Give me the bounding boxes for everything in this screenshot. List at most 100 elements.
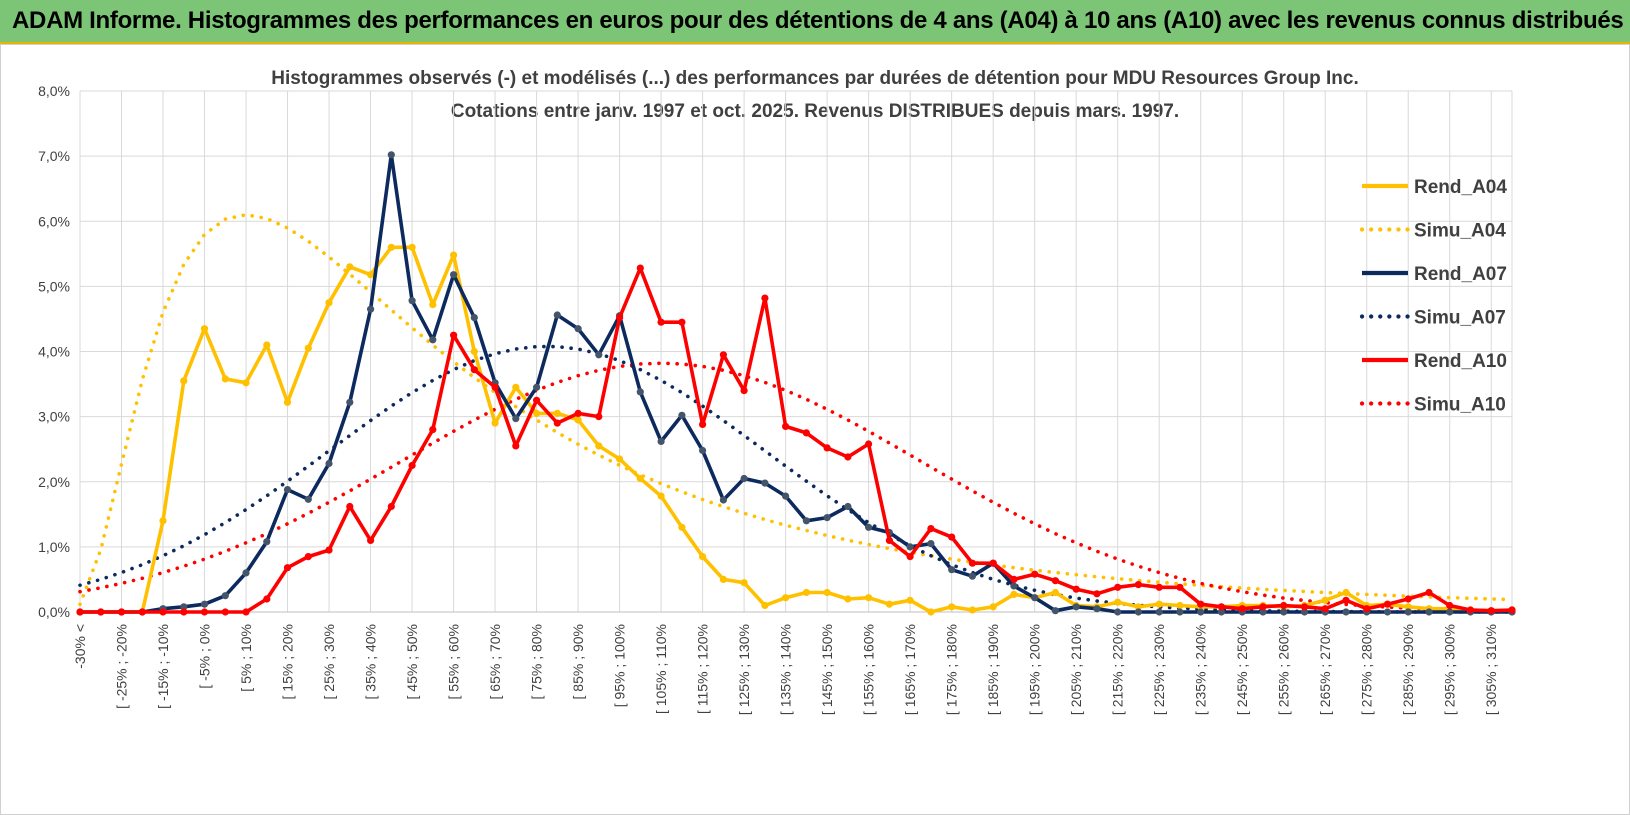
data-point-rend-a10 [1093,590,1101,598]
data-point-rend-a10 [180,608,188,616]
data-point-rend-a10 [1321,605,1329,613]
data-point-rend-a07 [574,325,582,333]
data-point-rend-a10 [699,420,707,428]
y-tick-label: 3,0% [38,409,70,425]
data-point-rend-a07 [304,495,312,503]
data-point-rend-a07 [595,351,603,359]
data-point-rend-a10 [719,351,728,359]
data-point-rend-a10 [1300,603,1309,611]
data-point-rend-a10 [1134,581,1142,589]
data-point-rend-a04 [533,409,541,417]
data-point-rend-a07 [512,415,520,423]
data-point-rend-a04 [1342,588,1350,597]
data-point-rend-a04 [1321,596,1329,604]
x-tick-label: [ 65% ; 70% [487,624,503,700]
data-point-rend-a07 [180,603,188,611]
x-tick-label: [ 245% ; 250% [1234,624,1250,715]
x-tick-label: [ 185% ; 190% [985,624,1001,715]
x-tick-label: [ 305% ; 310% [1483,624,1499,715]
data-point-rend-a07 [719,496,728,504]
data-point-rend-a07 [263,538,271,546]
data-point-rend-a04 [512,383,520,391]
y-tick-label: 6,0% [38,213,70,229]
data-point-rend-a04 [616,455,624,463]
data-point-rend-a04 [678,523,686,531]
data-point-rend-a04 [719,575,728,584]
x-tick-label: [ 115% ; 120% [695,624,711,714]
x-tick-label: [ 265% ; 270% [1317,624,1333,715]
x-tick-label: [ 275% ; 280% [1359,624,1375,715]
data-point-rend-a07 [865,523,873,531]
data-point-rend-a07 [1425,608,1433,616]
data-point-rend-a10 [948,533,956,541]
data-point-rend-a10 [906,553,914,561]
data-point-rend-a10 [1425,588,1433,597]
data-point-rend-a10 [325,546,333,554]
data-point-rend-a07 [1280,608,1288,616]
y-tick-label: 5,0% [38,278,70,294]
y-tick-label: 8,0% [38,83,70,99]
data-point-rend-a04 [1404,603,1412,611]
data-point-rend-a10 [1010,575,1018,584]
data-point-rend-a07 [553,311,561,319]
data-point-rend-a07 [740,474,748,483]
data-point-rend-a07 [429,336,437,344]
x-tick-label: [ 35% ; 40% [363,624,379,700]
data-point-rend-a07 [242,569,250,577]
x-tick-label: [ 45% ; 50% [404,624,420,700]
data-point-rend-a10 [1155,583,1163,591]
data-point-rend-a10 [782,422,790,430]
x-tick-label: [ 235% ; 240% [1193,624,1209,715]
data-point-rend-a07 [678,411,686,419]
data-point-rend-a10 [1217,603,1225,611]
data-point-rend-a10 [533,396,541,404]
data-point-rend-a10 [1342,596,1350,604]
data-point-rend-a04 [1155,600,1163,608]
data-point-rend-a07 [1134,608,1142,616]
data-point-rend-a07 [470,314,478,322]
data-point-rend-a04 [408,243,416,251]
data-point-rend-a07 [802,517,811,525]
data-point-rend-a10 [1383,600,1392,608]
data-point-rend-a07 [1051,607,1059,615]
data-point-rend-a07 [1300,608,1309,616]
data-point-rend-a10 [159,608,167,616]
data-point-rend-a10 [450,331,458,339]
data-point-rend-a10 [740,387,748,395]
data-point-rend-a04 [429,301,437,309]
x-tick-label: [ -5% ; 0% [197,624,213,689]
data-point-rend-a04 [242,379,250,387]
data-point-rend-a10 [1404,595,1412,603]
legend-label-simu-a10: Simu_A10 [1414,395,1506,416]
chart-title-line2: Cotations entre janv. 1997 et oct. 2025.… [451,101,1179,122]
data-point-rend-a10 [512,442,520,450]
data-point-rend-a04 [387,243,395,251]
data-point-rend-a10 [263,595,271,603]
legend-label-rend-a10: Rend_A10 [1414,351,1507,372]
data-point-rend-a07 [1010,582,1018,590]
x-tick-label: [ 255% ; 260% [1276,624,1292,715]
data-point-rend-a04 [263,341,271,349]
chart-title-line1: Histogrammes observés (-) et modélisés (… [271,68,1359,89]
data-point-rend-a10 [1031,570,1039,578]
data-point-rend-a07 [387,151,395,159]
legend-label-rend-a04: Rend_A04 [1414,177,1507,198]
data-point-rend-a04 [844,595,852,603]
data-point-rend-a04 [491,419,499,427]
data-point-rend-a04 [948,603,956,611]
x-tick-label: [ 5% ; 10% [238,624,254,692]
data-point-rend-a04 [367,271,375,279]
series-line-rend-a07 [80,153,1512,614]
data-point-rend-a07 [1072,603,1080,611]
data-point-rend-a10 [1051,577,1059,585]
x-tick-label: [ 15% ; 20% [280,624,296,700]
y-tick-label: 0,0% [38,604,70,620]
legend-label-rend-a07: Rend_A07 [1414,264,1507,285]
x-tick-label: [ 145% ; 150% [819,624,835,715]
data-point-rend-a10 [429,426,437,434]
data-point-rend-a04 [346,263,354,271]
data-point-rend-a10 [574,409,582,417]
data-point-rend-a10 [616,314,624,322]
data-point-rend-a10 [491,383,499,391]
data-point-rend-a10 [1508,606,1516,614]
